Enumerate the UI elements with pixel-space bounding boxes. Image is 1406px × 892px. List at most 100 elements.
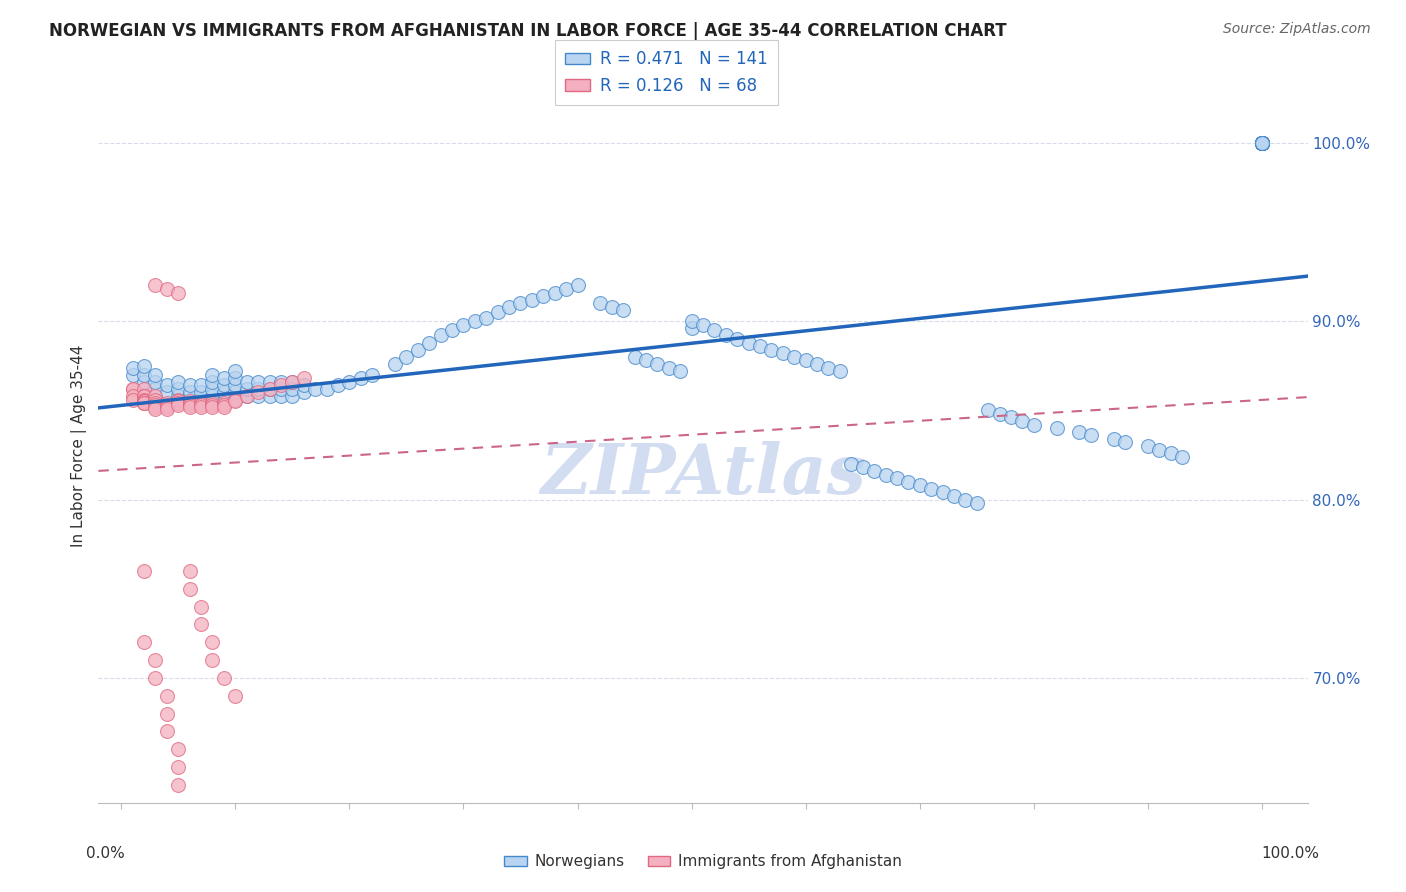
Point (441, 323, 464, 337)
Point (145, 653, 167, 667)
Point (156, 401, 179, 416)
Point (875, 467, 897, 482)
Point (418, 335, 440, 350)
Point (839, 457, 862, 471)
Point (1251, 136, 1274, 150)
Point (783, 350, 806, 364)
Point (681, 314, 703, 328)
Point (201, 398, 224, 412)
Point (794, 353, 817, 368)
Point (201, 635, 224, 649)
Point (270, 382, 292, 396)
Point (156, 396, 179, 410)
Text: NORWEGIAN VS IMMIGRANTS FROM AFGHANISTAN IN LABOR FORCE | AGE 35-44 CORRELATION : NORWEGIAN VS IMMIGRANTS FROM AFGHANISTAN… (49, 22, 1007, 40)
Point (190, 617, 212, 632)
Point (1251, 136, 1274, 150)
Point (1251, 136, 1274, 150)
Point (464, 314, 486, 328)
Point (612, 303, 634, 318)
Point (224, 364, 246, 378)
Point (1160, 446, 1182, 460)
Point (1069, 425, 1091, 439)
Point (520, 293, 543, 307)
Y-axis label: In Labor Force | Age 35-44: In Labor Force | Age 35-44 (72, 345, 87, 547)
Point (156, 378, 179, 392)
Point (966, 496, 988, 510)
Text: 0.0%: 0.0% (86, 846, 125, 861)
Point (132, 394, 155, 409)
Point (201, 382, 224, 396)
Point (156, 724, 179, 739)
Point (725, 332, 748, 346)
Point (179, 392, 201, 407)
Point (167, 394, 190, 409)
Point (179, 378, 201, 392)
Point (1251, 136, 1274, 150)
Point (201, 368, 224, 382)
Point (281, 389, 304, 403)
Point (361, 368, 384, 382)
Point (145, 396, 167, 410)
Point (167, 396, 190, 410)
Text: 100.0%: 100.0% (1261, 846, 1320, 861)
Point (1022, 417, 1045, 432)
Point (201, 396, 224, 410)
Point (406, 343, 429, 357)
Point (224, 689, 246, 703)
Point (156, 689, 179, 703)
Point (179, 385, 201, 400)
Point (259, 375, 281, 389)
Point (132, 382, 155, 396)
Point (1251, 136, 1274, 150)
Point (1046, 421, 1069, 435)
Point (669, 364, 692, 378)
Point (179, 396, 201, 410)
Point (190, 599, 212, 614)
Point (156, 385, 179, 400)
Point (201, 375, 224, 389)
Point (270, 389, 292, 403)
Point (132, 368, 155, 382)
Point (201, 653, 224, 667)
Point (1080, 428, 1102, 442)
Point (281, 375, 304, 389)
Point (1000, 410, 1022, 425)
Point (212, 396, 235, 410)
Point (145, 389, 167, 403)
Point (167, 398, 190, 412)
Point (737, 335, 759, 350)
Point (1251, 136, 1274, 150)
Point (395, 350, 418, 364)
Point (1251, 136, 1274, 150)
Point (132, 359, 155, 373)
Point (132, 396, 155, 410)
Point (589, 296, 612, 310)
Point (132, 375, 155, 389)
Point (1251, 136, 1274, 150)
Point (772, 346, 794, 360)
Point (509, 296, 531, 310)
Point (1136, 439, 1159, 453)
Point (270, 375, 292, 389)
Point (955, 492, 977, 507)
Point (224, 378, 246, 392)
Point (224, 394, 246, 409)
Point (247, 389, 270, 403)
Point (132, 635, 155, 649)
Point (292, 378, 315, 392)
Point (567, 278, 589, 293)
Point (167, 382, 190, 396)
Point (897, 475, 920, 489)
Point (190, 398, 212, 412)
Point (270, 378, 292, 392)
Point (190, 385, 212, 400)
Text: Source: ZipAtlas.com: Source: ZipAtlas.com (1223, 22, 1371, 37)
Point (817, 360, 839, 375)
Point (931, 485, 953, 500)
Point (145, 398, 167, 412)
Point (852, 460, 875, 475)
Point (212, 378, 235, 392)
Point (167, 392, 190, 407)
Point (247, 382, 270, 396)
Point (908, 478, 931, 492)
